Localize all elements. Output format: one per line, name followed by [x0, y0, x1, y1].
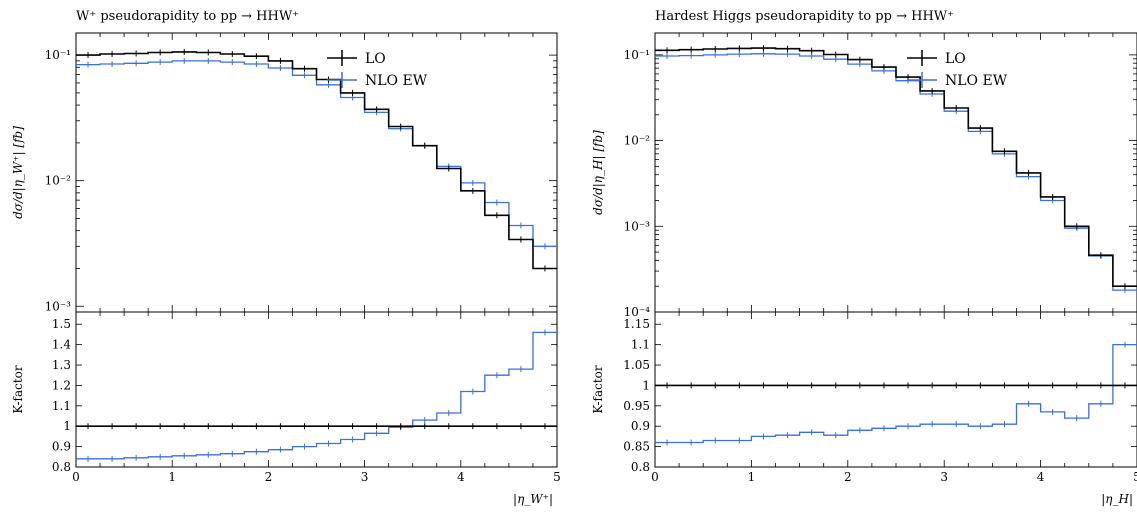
panel1-nlo-ew-series-line [76, 60, 557, 247]
panel2-y-tick-label: 10⁻³ [624, 219, 651, 233]
panel2-x-tick-label: 4 [1037, 470, 1045, 484]
panel2-x-axis-label: |η_H| [1101, 492, 1133, 506]
panel2-nlo-ew-series-line [655, 53, 1137, 291]
panel1-x-axis-label: |η_W⁺| [513, 492, 553, 506]
panel1-ratio-tick-label: 1.4 [52, 338, 71, 352]
panel2-ratio-tick-label: 1.05 [623, 358, 650, 372]
panel1-ratio-tick-label: 1 [63, 419, 71, 433]
panel2-ratio-tick-label: 0.8 [631, 460, 650, 474]
panel2-x-tick-label: 0 [651, 470, 659, 484]
panel1-ratio-tick-label: 0.9 [52, 440, 71, 454]
panel2-legend-lo-label: LO [945, 51, 966, 67]
panel1-ratio-axis-label: K-factor [11, 365, 25, 414]
panel1-y-axis-label: dσ/d|η_W⁺| [fb] [11, 126, 25, 219]
panel2-x-tick-label: 2 [844, 470, 852, 484]
panel2-title: Hardest Higgs pseudorapidity to pp → HHW… [655, 9, 954, 24]
panel1-y-tick-label: 10⁻¹ [45, 48, 71, 62]
panel1-y-tick-label: 10⁻² [45, 174, 72, 188]
panel2-y-tick-label: 10⁻¹ [624, 48, 650, 62]
panel2-ratio-tick-label: 1 [642, 378, 650, 392]
panel2-x-tick-label: 3 [940, 470, 948, 484]
panel1-x-tick-label: 3 [361, 470, 369, 484]
panel2-y-axis-label: dσ/d|η_H| [fb] [591, 130, 605, 215]
panel2-ratio-axis-label: K-factor [591, 365, 605, 414]
panel1-x-tick-label: 1 [168, 470, 176, 484]
panel1-title: W⁺ pseudorapidity to pp → HHW⁺ [76, 9, 299, 24]
panel2-x-tick-label: 1 [748, 470, 756, 484]
panel2-lo-series-line [655, 47, 1137, 287]
panel1-nlo-ew-ratio-line [76, 331, 557, 460]
panel1-x-tick-label: 0 [72, 470, 80, 484]
panel2-legend-nlo-ew-label: NLO EW [945, 73, 1008, 89]
panel1-y-tick-label: 10⁻³ [45, 299, 72, 313]
panel1-ratio-tick-label: 1.3 [52, 358, 71, 372]
panel2-ratio-tick-label: 0.95 [623, 399, 650, 413]
panel2-ratio-tick-label: 0.85 [623, 440, 650, 454]
panel1-x-tick-label: 5 [553, 470, 561, 484]
panel1-legend-nlo-ew-label: NLO EW [365, 73, 428, 89]
panel2-x-tick-label: 5 [1133, 470, 1137, 484]
panel1-x-tick-label: 2 [265, 470, 273, 484]
panel1-ratio-tick-label: 1.5 [52, 317, 71, 331]
panel2-y-tick-label: 10⁻² [624, 134, 651, 148]
panel2-ratio-tick-label: 1.1 [631, 338, 650, 352]
panel1-ratio-tick-label: 1.2 [52, 378, 71, 392]
panel2-ratio-frame [654, 311, 1137, 468]
panel2-nlo-ew-ratio-line [655, 343, 1137, 444]
panel2-ratio-tick-label: 0.9 [631, 419, 650, 433]
panel1-ratio-tick-label: 0.8 [52, 460, 71, 474]
panel2-ratio-tick-label: 1.15 [623, 317, 650, 331]
panel2-y-tick-label: 10⁻⁴ [624, 305, 651, 319]
panel1-legend-lo-label: LO [365, 51, 386, 67]
panel1-ratio-tick-label: 1.1 [52, 399, 71, 413]
panel1-x-tick-label: 4 [457, 470, 465, 484]
